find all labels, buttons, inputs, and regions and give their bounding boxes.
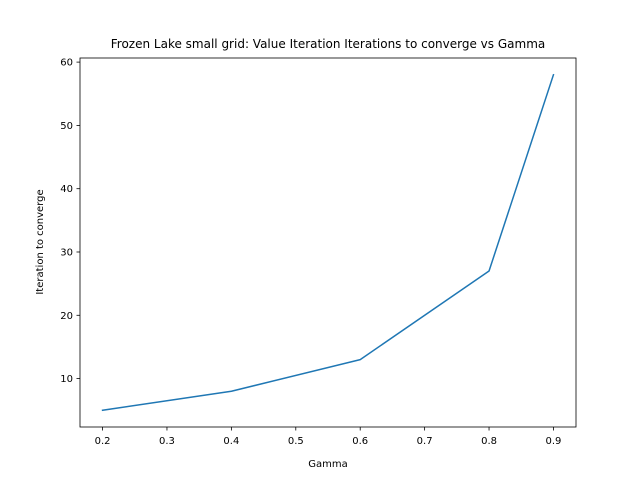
x-tick-label: 0.5 [288,436,304,447]
x-tick-label: 0.4 [223,436,239,447]
plot-area [101,73,555,412]
plot-frame [79,57,577,428]
chart-title: Frozen Lake small grid: Value Iteration … [111,37,545,51]
x-tick-label: 0.8 [481,436,497,447]
y-tick-label: 30 [60,247,73,258]
x-tick-label: 0.6 [352,436,368,447]
y-axis: 10 20 30 40 50 60 [60,58,80,385]
y-tick-label: 50 [60,121,73,132]
y-tick-label: 60 [60,58,73,69]
y-axis-label: Iteration to converge [35,189,46,294]
x-axis-label: Gamma [308,459,348,470]
x-tick-label: 0.2 [95,436,111,447]
y-tick-label: 10 [60,374,73,385]
y-tick-label: 20 [60,311,73,322]
series-line-0 [101,73,555,412]
y-tick-label: 40 [60,184,73,195]
x-axis: 0.2 0.3 0.4 0.5 0.6 0.7 0.8 0.9 [95,427,562,447]
x-tick-label: 0.3 [159,436,175,447]
x-tick-label: 0.7 [417,436,433,447]
x-tick-label: 0.9 [546,436,562,447]
